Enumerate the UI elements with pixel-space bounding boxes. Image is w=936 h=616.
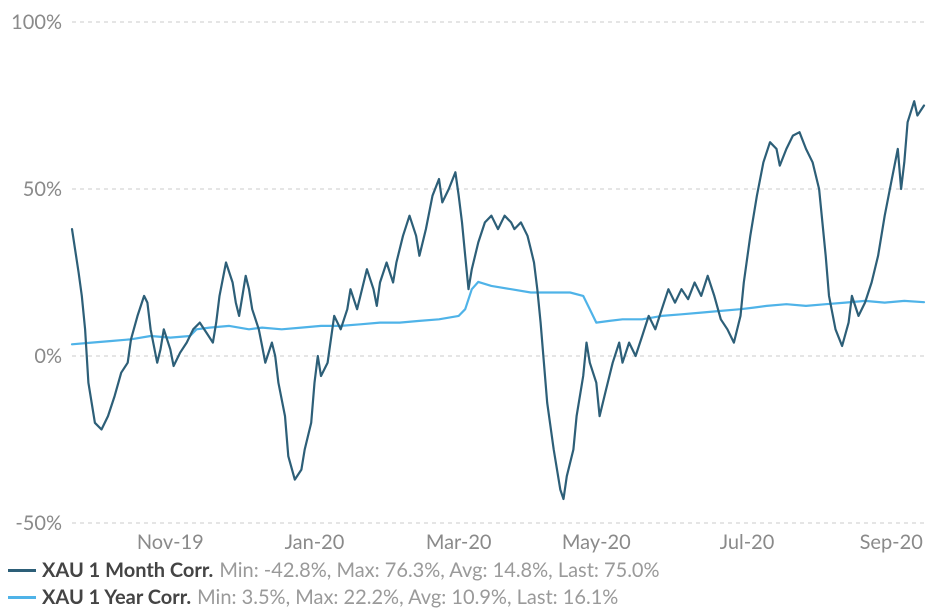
legend-series-stats: Min: 3.5%, Max: 22.2%, Avg: 10.9%, Last:… <box>197 585 618 610</box>
legend-series-name: XAU 1 Year Corr. <box>42 585 191 610</box>
legend-row-xau_1m: XAU 1 Month Corr. Min: -42.8%, Max: 76.3… <box>8 558 928 583</box>
legend-swatch <box>8 569 36 572</box>
legend: XAU 1 Month Corr. Min: -42.8%, Max: 76.3… <box>8 556 928 610</box>
legend-swatch <box>8 596 36 599</box>
y-tick-label: 0% <box>34 344 62 368</box>
series-xau_1m <box>72 101 924 499</box>
x-tick-label: Mar-20 <box>426 530 492 554</box>
series-xau_1y <box>72 282 924 344</box>
y-tick-label: -50% <box>15 511 62 535</box>
x-tick-label: May-20 <box>562 530 631 554</box>
y-tick-label: 100% <box>11 10 62 34</box>
legend-series-name: XAU 1 Month Corr. <box>42 558 213 583</box>
legend-row-xau_1y: XAU 1 Year Corr. Min: 3.5%, Max: 22.2%, … <box>8 585 928 610</box>
x-tick-label: Jan-20 <box>285 530 345 554</box>
x-tick-label: Jul-20 <box>720 530 775 554</box>
y-tick-label: 50% <box>23 177 62 201</box>
correlation-chart: -50% 0% 50% 100% Nov-19 Jan-20 Mar-20 May-20 Jul… <box>0 0 936 616</box>
chart-svg: -50% 0% 50% 100% Nov-19 Jan-20 Mar-20 May-20 Jul… <box>0 0 936 556</box>
x-tick-label: Sep-20 <box>860 530 923 554</box>
legend-series-stats: Min: -42.8%, Max: 76.3%, Avg: 14.8%, Las… <box>219 558 659 583</box>
x-tick-label: Nov-19 <box>137 530 204 554</box>
